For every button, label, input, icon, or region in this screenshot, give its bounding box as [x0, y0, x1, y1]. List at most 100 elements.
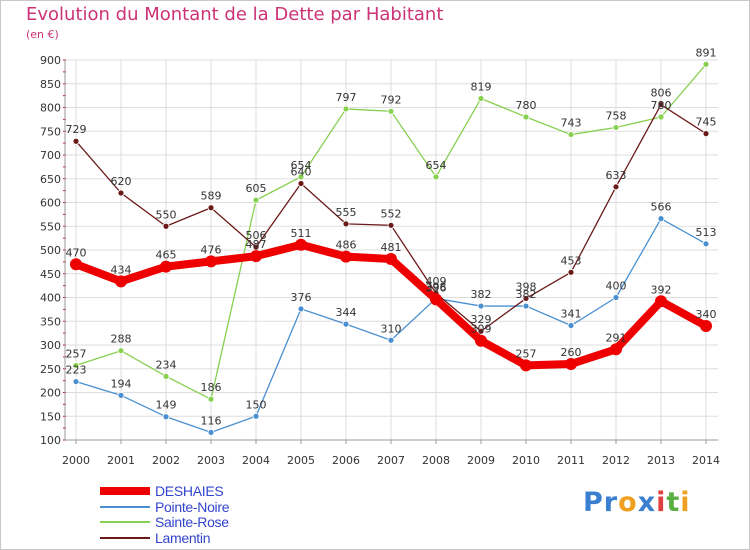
logo-letter: o [618, 487, 638, 518]
data-point-deshaies [520, 359, 532, 372]
data-label-lamentin: 640 [291, 166, 312, 179]
data-label-pointe-noire: 149 [156, 399, 177, 412]
y-tick-label: 200 [40, 387, 61, 400]
data-point-pointe-noire [252, 412, 260, 420]
data-point-pointe-noire [117, 391, 125, 399]
data-label-deshaies: 470 [66, 246, 87, 259]
logo-letter: i [680, 487, 691, 518]
data-label-sainte-rose: 654 [291, 159, 312, 172]
data-label-deshaies: 396 [426, 281, 447, 294]
y-tick-label: 650 [40, 173, 61, 186]
data-point-lamentin [117, 189, 125, 197]
data-point-sainte-rose [612, 124, 620, 131]
y-tick-label: 800 [40, 102, 61, 115]
data-label-lamentin: 620 [111, 175, 132, 188]
data-point-sainte-rose [567, 131, 575, 138]
data-label-pointe-noire: 310 [381, 322, 402, 335]
data-point-sainte-rose [207, 395, 215, 403]
data-label-sainte-rose: 186 [201, 381, 222, 394]
data-label-deshaies: 260 [561, 346, 582, 359]
data-label-deshaies: 309 [471, 323, 492, 336]
data-point-lamentin [342, 220, 350, 228]
legend-label-deshaies: DESHAIES [155, 483, 224, 499]
x-tick-label: 2006 [332, 454, 360, 467]
logo-letter: x [637, 487, 657, 518]
data-label-lamentin: 729 [66, 123, 87, 136]
legend-swatch-pointe-noire [100, 505, 150, 508]
y-tick-label: 100 [40, 434, 61, 447]
data-point-deshaies [70, 258, 82, 271]
data-point-lamentin [567, 268, 575, 276]
data-point-pointe-noire [207, 428, 215, 436]
data-label-sainte-rose: 891 [696, 46, 717, 59]
x-tick-label: 2012 [602, 454, 630, 467]
data-point-lamentin [702, 130, 710, 138]
data-label-pointe-noire: 400 [606, 280, 627, 293]
y-tick-label: 350 [40, 315, 61, 328]
data-label-lamentin: 409 [426, 275, 447, 288]
data-point-deshaies [295, 238, 307, 251]
data-label-deshaies: 476 [201, 243, 222, 256]
data-label-lamentin: 550 [156, 208, 177, 221]
data-label-pointe-noire: 382 [516, 288, 537, 301]
data-point-deshaies [565, 358, 577, 370]
x-tick-label: 2000 [62, 454, 90, 467]
data-label-sainte-rose: 288 [111, 333, 132, 346]
x-tick-label: 2003 [197, 454, 225, 467]
data-point-deshaies [610, 343, 622, 356]
data-label-sainte-rose: 257 [66, 347, 87, 360]
data-point-lamentin [207, 204, 215, 212]
logo-letter: t [666, 487, 681, 518]
legend: DESHAIES Pointe-Noire Sainte-Rose Lament… [100, 483, 320, 547]
x-tick-label: 2001 [107, 454, 135, 467]
axis-layer: 100 150 200 250 300 350 400 450 500 550 600 650 700 7… [40, 54, 720, 467]
legend-label-pointe-noire: Pointe-Noire [155, 498, 230, 515]
data-point-sainte-rose [477, 95, 485, 102]
data-label-sainte-rose: 792 [381, 93, 402, 106]
x-tick-label: 2004 [242, 454, 270, 467]
data-label-pointe-noire: 150 [246, 398, 267, 411]
proxiti-logo: Proxiti [583, 487, 691, 518]
data-point-lamentin [72, 137, 80, 145]
data-label-lamentin: 589 [201, 190, 222, 203]
legend-item-lamentin: Lamentin [100, 529, 320, 547]
y-tick-label: 850 [40, 78, 61, 91]
data-label-pointe-noire: 116 [201, 414, 222, 427]
data-label-lamentin: 806 [651, 87, 672, 100]
data-point-deshaies [655, 295, 667, 308]
data-point-deshaies [430, 293, 442, 306]
data-point-pointe-noire [387, 336, 395, 344]
data-label-sainte-rose: 819 [471, 80, 492, 93]
data-label-pointe-noire: 223 [66, 364, 87, 377]
data-point-lamentin [657, 101, 665, 109]
data-label-sainte-rose: 234 [156, 358, 177, 371]
y-tick-label: 300 [40, 339, 61, 352]
data-point-pointe-noire [342, 320, 350, 328]
y-tick-label: 450 [40, 268, 61, 281]
chart-title: Evolution du Montant de la Dette par Hab… [26, 4, 444, 25]
legend-item-deshaies: DESHAIES [100, 483, 320, 500]
y-tick-label: 250 [40, 363, 61, 376]
data-point-pointe-noire [522, 302, 530, 310]
y-tick-label: 900 [40, 54, 61, 67]
legend-swatch-deshaies [100, 487, 150, 495]
data-label-deshaies: 481 [381, 241, 402, 254]
data-point-lamentin [522, 295, 530, 302]
data-label-sainte-rose: 605 [246, 182, 267, 195]
y-tick-label: 750 [40, 125, 61, 138]
data-point-lamentin [252, 243, 260, 251]
data-label-deshaies: 392 [651, 283, 672, 296]
data-label-lamentin: 555 [336, 206, 357, 219]
data-label-deshaies: 291 [606, 331, 627, 344]
data-label-sainte-rose: 780 [651, 99, 672, 112]
x-tick-label: 2008 [422, 454, 450, 467]
data-point-lamentin [477, 327, 485, 335]
data-label-deshaies: 340 [696, 308, 717, 321]
legend-label-lamentin: Lamentin [155, 529, 211, 546]
data-point-pointe-noire [657, 215, 665, 223]
data-point-pointe-noire [297, 305, 305, 313]
legend-swatch-sainte-rose [100, 521, 150, 523]
x-tick-label: 2009 [467, 454, 495, 467]
x-tick-label: 2011 [557, 454, 585, 467]
data-label-lamentin: 398 [516, 280, 537, 293]
